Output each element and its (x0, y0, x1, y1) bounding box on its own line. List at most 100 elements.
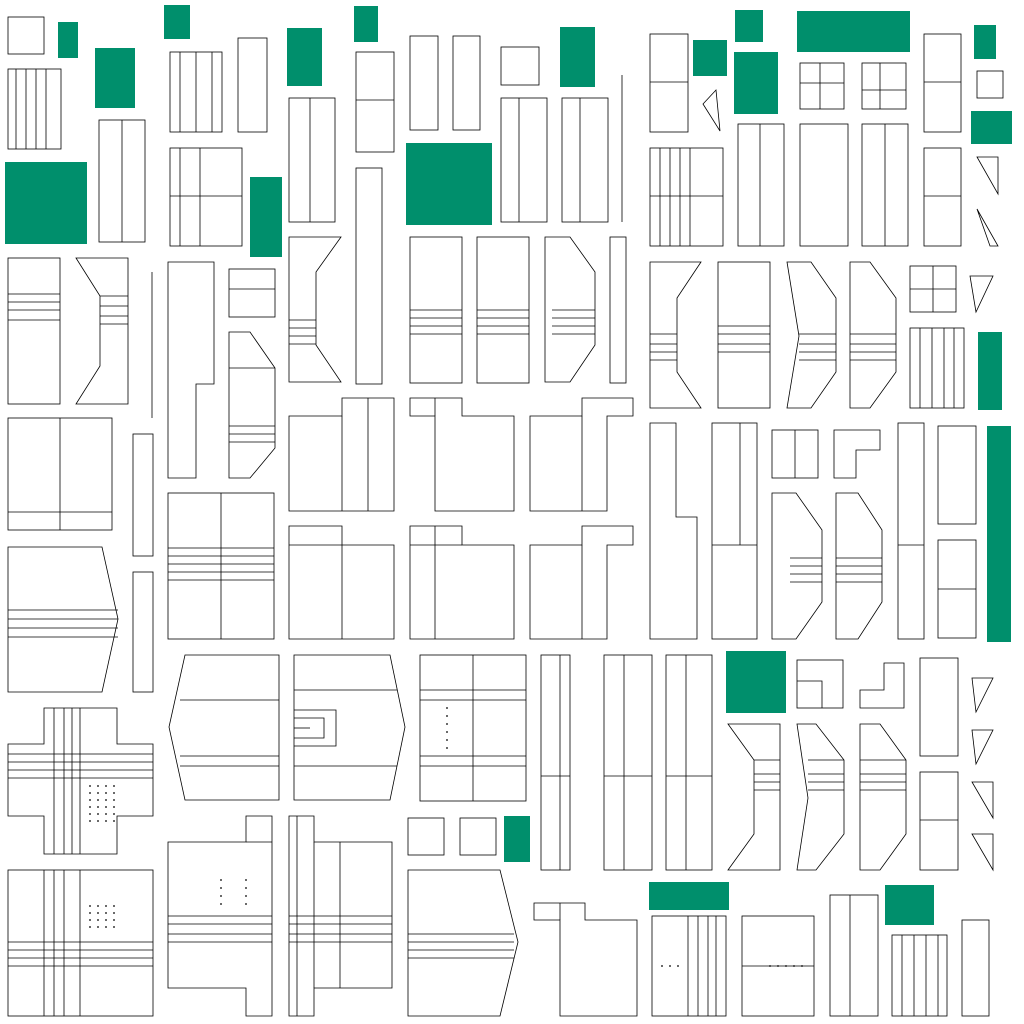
die-piece (786, 261, 837, 409)
die-piece (7, 16, 45, 55)
die-piece (665, 654, 713, 871)
die-piece (717, 261, 771, 409)
die-piece (500, 97, 548, 223)
die-piece (75, 257, 129, 405)
glue-dot (801, 965, 803, 967)
glue-dot (245, 879, 247, 881)
fold-lines (168, 841, 272, 943)
fold-lines (180, 699, 279, 767)
glue-dot (677, 965, 679, 967)
fold-lines (541, 655, 570, 870)
glue-dot (220, 895, 222, 897)
die-piece (609, 236, 627, 384)
glue-dot (89, 813, 91, 815)
die-piece (288, 236, 342, 383)
fold-lines (552, 309, 595, 335)
glue-dot (97, 919, 99, 921)
die-piece (859, 662, 905, 709)
die-piece (7, 257, 61, 405)
glue-dot (113, 799, 115, 801)
die-piece (288, 525, 395, 640)
fold-lines (800, 63, 844, 109)
die-piece (237, 37, 268, 133)
die-piece (168, 654, 280, 801)
die-piece (971, 781, 994, 820)
glue-dot (113, 912, 115, 914)
fold-lines (8, 293, 60, 321)
glue-dot (89, 806, 91, 808)
fold-lines (341, 398, 369, 511)
glue-dot (89, 792, 91, 794)
die-piece (167, 261, 215, 479)
fold-lines (8, 609, 118, 638)
die-piece (407, 869, 519, 1017)
die-piece (452, 35, 481, 131)
die-piece (971, 729, 994, 766)
glue-dot (113, 806, 115, 808)
label-block (406, 143, 492, 225)
die-piece (861, 62, 907, 110)
glue-dot (89, 820, 91, 822)
fold-line (797, 680, 823, 708)
glue-dot (105, 926, 107, 928)
glue-dot (97, 799, 99, 801)
die-piece (796, 723, 845, 871)
glue-dot (113, 820, 115, 822)
die-piece (833, 429, 881, 479)
glue-dot (245, 887, 247, 889)
glue-dot (89, 905, 91, 907)
glue-dot (661, 965, 663, 967)
die-piece (711, 422, 758, 640)
fold-lines (712, 423, 757, 546)
die-piece (649, 33, 689, 133)
fold-lines (229, 367, 275, 443)
die-piece (799, 123, 849, 247)
glue-dot (446, 723, 448, 725)
label-blocks (5, 5, 1012, 925)
die-piece (7, 869, 154, 1017)
fold-lines (604, 655, 652, 870)
glue-dot (777, 965, 779, 967)
glue-dot (446, 707, 448, 709)
die-piece (228, 331, 276, 479)
die-piece (409, 35, 439, 131)
glue-dot (793, 965, 795, 967)
label-block (971, 111, 1012, 144)
die-piece (969, 275, 994, 314)
glue-dot (245, 903, 247, 905)
die-piece (919, 771, 959, 871)
die-piece (132, 433, 154, 557)
die-piece (976, 156, 999, 196)
glue-dot (97, 813, 99, 815)
fold-lines (901, 935, 939, 1016)
die-piece (7, 546, 119, 693)
glue-dot (220, 903, 222, 905)
fold-lines (860, 759, 906, 791)
glue-dot (446, 715, 448, 717)
fold-lines (420, 655, 526, 801)
glue-dot (105, 813, 107, 815)
glue-dot (105, 785, 107, 787)
glue-dot (769, 965, 771, 967)
fold-lines (8, 870, 153, 1016)
label-block (734, 52, 778, 114)
glue-dot (105, 820, 107, 822)
label-block (735, 10, 763, 42)
glue-dot (89, 926, 91, 928)
glue-dot (113, 813, 115, 815)
glue-dot (97, 905, 99, 907)
fold-lines (408, 933, 514, 959)
die-piece (909, 327, 965, 409)
fold-lines (808, 759, 844, 791)
fold-lines (289, 816, 392, 1016)
die-piece (293, 654, 406, 801)
label-block (560, 27, 595, 87)
fold-lines (289, 544, 343, 639)
label-block (649, 882, 729, 910)
fold-lines (862, 63, 906, 109)
die-piece (919, 657, 959, 757)
die-piece (971, 677, 994, 714)
die-piece (529, 525, 634, 640)
die-piece (702, 89, 721, 132)
